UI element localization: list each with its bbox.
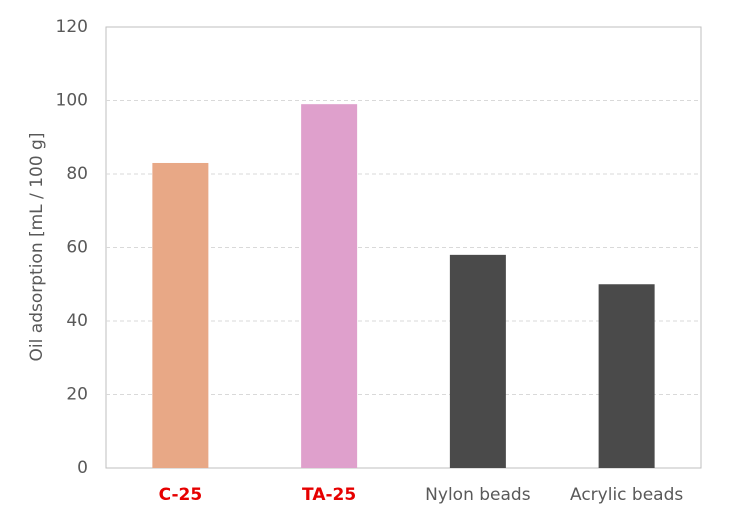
x-tick-label: Acrylic beads — [570, 485, 683, 505]
x-tick-label: C-25 — [159, 485, 203, 505]
bar — [449, 254, 506, 468]
y-tick-label: 0 — [77, 458, 88, 478]
y-tick-label: 20 — [66, 385, 88, 405]
x-tick-label: TA-25 — [302, 485, 356, 505]
bar — [152, 162, 209, 468]
y-tick-label: 80 — [66, 164, 88, 184]
y-tick-label: 120 — [56, 17, 88, 37]
bar — [301, 104, 358, 469]
y-tick-label: 60 — [66, 238, 88, 258]
y-axis-label: Oil adsorption [mL / 100 g] — [27, 133, 47, 362]
x-tick-label: Nylon beads — [425, 485, 531, 505]
y-tick-label: 40 — [66, 311, 88, 331]
bar — [598, 284, 655, 468]
y-tick-label: 100 — [56, 91, 88, 111]
